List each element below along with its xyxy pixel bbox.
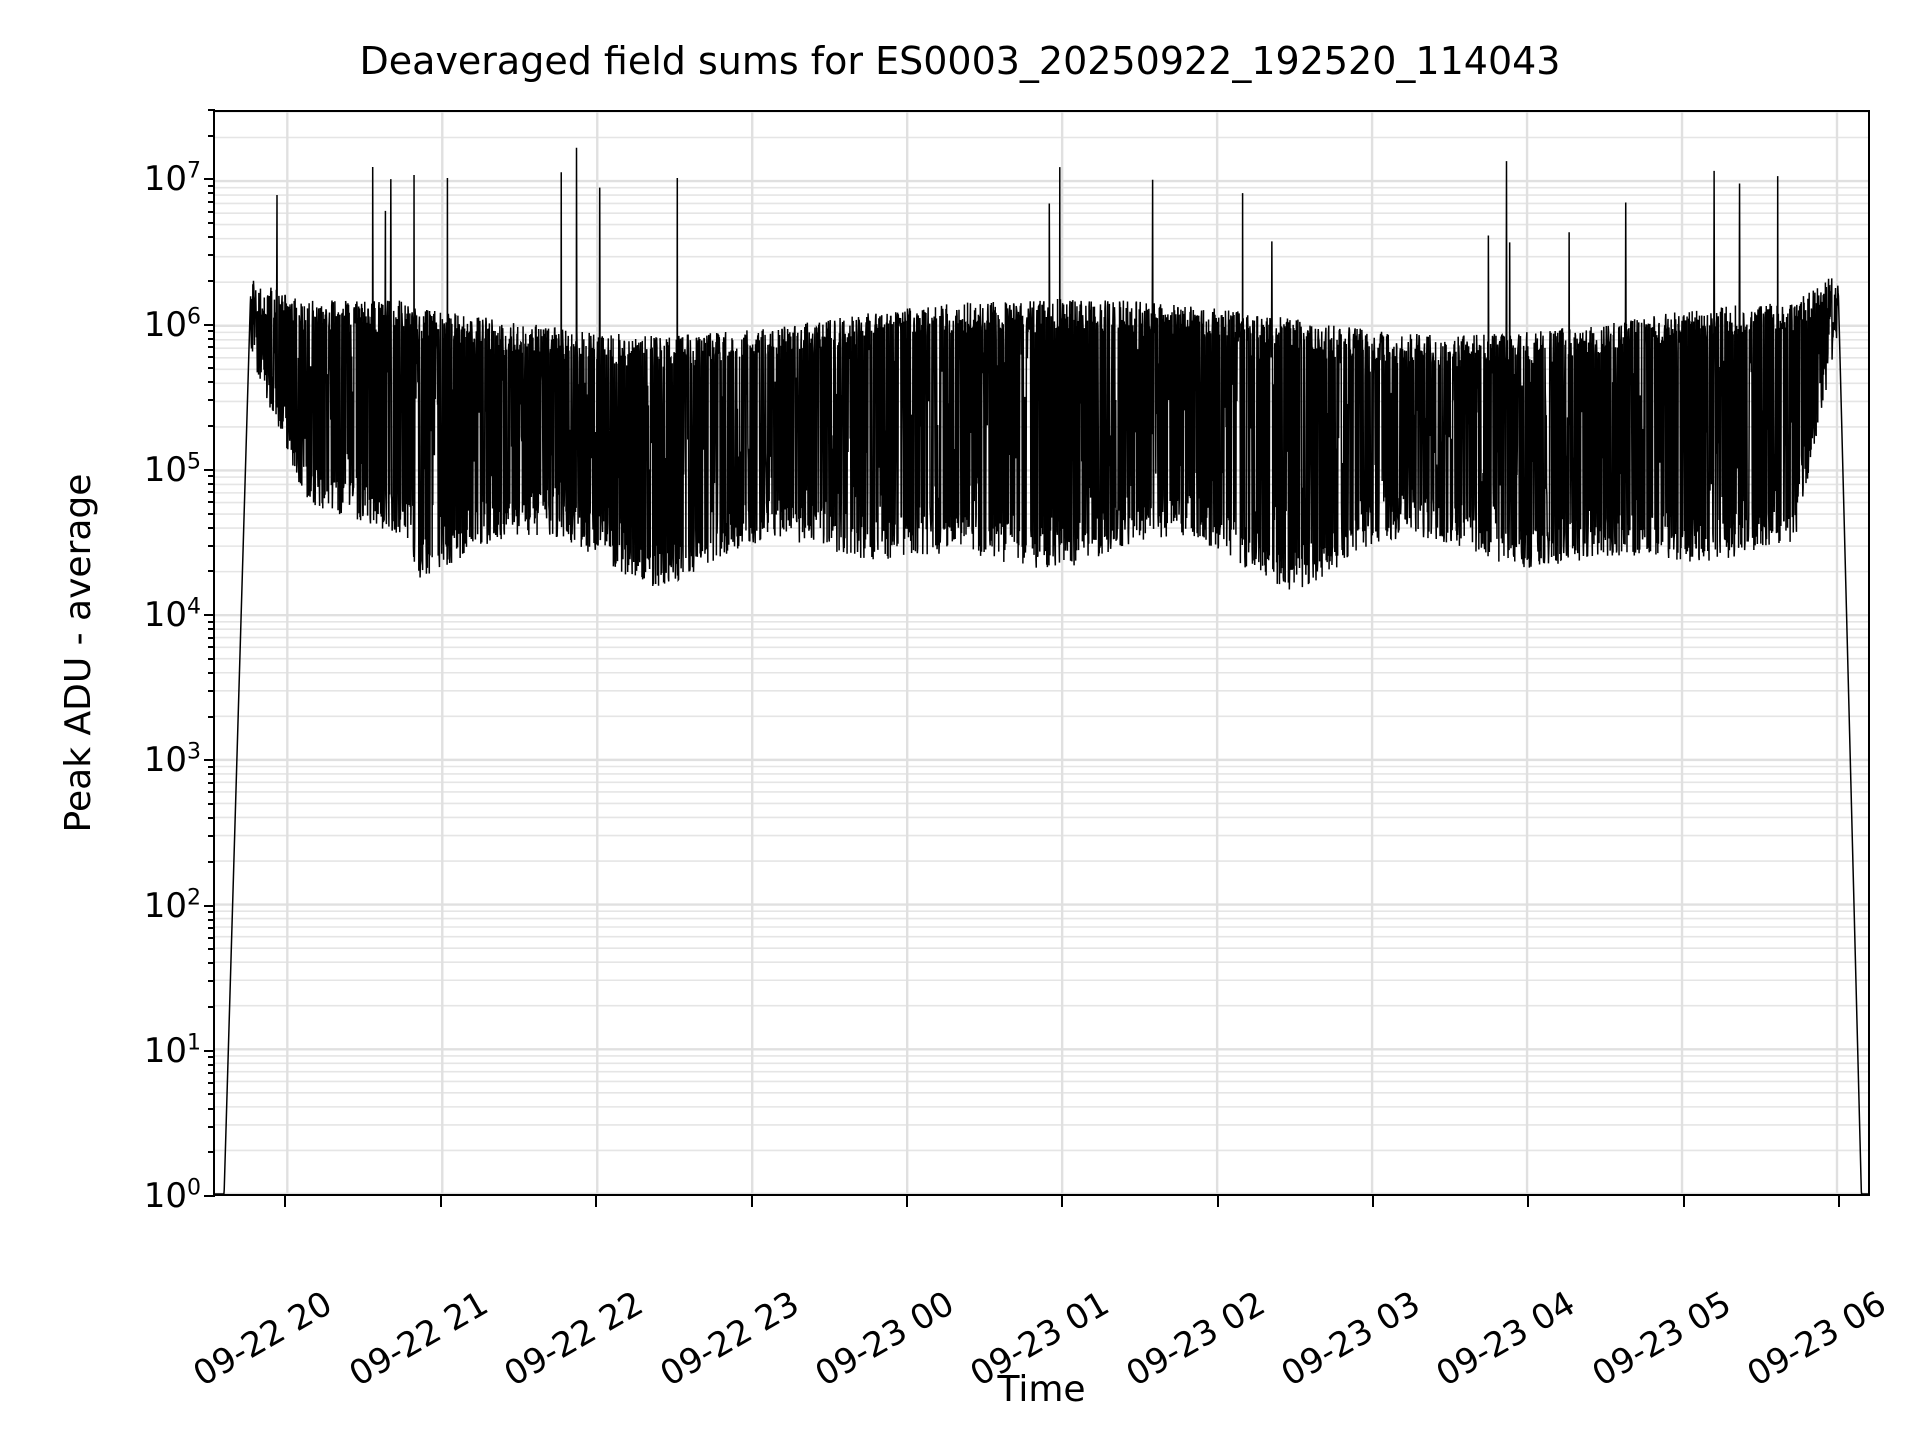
- y-tick-minor: [208, 781, 215, 784]
- y-tick-minor: [208, 689, 215, 692]
- x-tick-mark-1: [439, 1196, 442, 1207]
- page-title: Deaveraged field sums for ES0003_2025092…: [359, 39, 1561, 83]
- x-tick-mark-3: [750, 1196, 753, 1207]
- y-tick-minor: [208, 570, 215, 573]
- x-tick-mark-6: [1216, 1196, 1219, 1207]
- x-tick-mark-10: [1837, 1196, 1840, 1207]
- x-tick-mark-9: [1682, 1196, 1685, 1207]
- y-tick-minor: [208, 773, 215, 776]
- y-tick-minor: [208, 1093, 215, 1096]
- x-axis-label: Time: [997, 1369, 1086, 1410]
- y-tick-minor: [208, 715, 215, 718]
- y-tick-minor: [208, 425, 215, 428]
- y-tick-minor: [208, 200, 215, 203]
- y-tick-minor: [208, 544, 215, 547]
- y-axis-tick-marks: [203, 109, 215, 1197]
- y-tick-minor: [208, 927, 215, 929]
- y-tick-minor: [208, 475, 215, 478]
- y-tick-minor: [208, 1151, 215, 1154]
- y-tick-minor: [208, 765, 215, 768]
- y-tick-label-4: 104: [143, 594, 201, 636]
- y-tick-minor: [208, 918, 215, 921]
- plot-area: [213, 110, 1870, 1196]
- y-tick-minor: [208, 346, 215, 349]
- x-tick-mark-5: [1061, 1196, 1064, 1207]
- y-tick-label-2: 102: [143, 885, 201, 926]
- y-tick-minor: [208, 1063, 215, 1066]
- y-tick-label-3: 103: [143, 739, 201, 781]
- y-tick-minor: [208, 980, 215, 983]
- y-tick-mark-4: [204, 614, 215, 617]
- x-tick-mark-8: [1527, 1196, 1530, 1207]
- y-tick-minor: [208, 936, 215, 939]
- y-tick-mark-7: [204, 178, 215, 181]
- y-tick-minor: [208, 817, 215, 820]
- y-tick-minor: [208, 210, 215, 213]
- y-tick-label-0: 100: [143, 1175, 201, 1216]
- y-tick-label-6: 106: [143, 304, 201, 345]
- y-tick-minor: [208, 399, 215, 402]
- y-tick-minor: [208, 1107, 215, 1110]
- y-tick-minor: [208, 482, 215, 485]
- y-tick-minor: [208, 337, 215, 340]
- y-tick-mark-0: [204, 1195, 215, 1197]
- y-tick-minor: [208, 911, 215, 914]
- y-axis-tick-labels: 100 101 102 103 104 105 106 107: [63, 110, 201, 1213]
- y-tick-minor: [208, 355, 215, 358]
- y-tick-minor: [208, 628, 215, 631]
- y-tick-minor: [208, 526, 215, 529]
- y-tick-minor: [208, 657, 215, 660]
- y-tick-minor: [208, 1072, 215, 1075]
- y-tick-minor: [208, 962, 215, 965]
- y-tick-mark-5: [204, 468, 215, 471]
- y-tick-minor: [208, 134, 215, 137]
- y-tick-minor: [208, 501, 215, 503]
- y-tick-minor: [208, 1081, 215, 1084]
- y-tick-minor: [208, 222, 215, 225]
- y-tick-minor: [208, 860, 215, 863]
- y-tick-minor: [208, 512, 215, 515]
- y-tick-minor: [208, 671, 215, 674]
- y-tick-minor: [208, 192, 215, 195]
- y-tick-minor: [208, 381, 215, 384]
- x-tick-mark-2: [595, 1196, 598, 1207]
- x-tick-mark-0: [284, 1196, 287, 1207]
- y-tick-minor: [208, 1056, 215, 1059]
- x-axis-tick-marks: [213, 1196, 1870, 1208]
- y-tick-mark-6: [204, 323, 215, 326]
- y-tick-mark-2: [204, 904, 215, 907]
- x-tick-mark-4: [905, 1196, 908, 1207]
- y-tick-label-1: 101: [143, 1030, 201, 1071]
- y-tick-mark-3: [204, 759, 215, 762]
- y-tick-minor: [208, 802, 215, 805]
- y-tick-minor: [208, 279, 215, 282]
- x-tick-label-10: 09-23 06: [1740, 1283, 1893, 1395]
- y-tick-minor: [208, 491, 215, 494]
- y-tick-minor: [208, 367, 215, 370]
- y-tick-minor: [208, 184, 215, 187]
- y-tick-minor: [208, 791, 215, 794]
- y-tick-minor: [208, 646, 215, 649]
- y-tick-minor: [208, 254, 215, 257]
- y-tick-minor: [208, 636, 215, 639]
- y-tick-mark-1: [204, 1049, 215, 1052]
- y-tick-minor: [208, 948, 215, 951]
- y-tick-minor: [208, 1006, 215, 1009]
- y-tick-minor: [208, 835, 215, 838]
- x-axis-tick-labels: 09-22 20 09-22 21 09-22 22 09-22 23 09-23 00…: [187, 1208, 1893, 1395]
- y-tick-minor: [208, 620, 215, 623]
- y-tick-minor: [208, 236, 215, 239]
- y-tick-minor: [208, 109, 215, 111]
- data-series-line: [215, 112, 1868, 1194]
- x-tick-mark-7: [1371, 1196, 1374, 1207]
- y-tick-minor: [208, 1125, 215, 1128]
- y-tick-label-7: 107: [143, 158, 201, 200]
- y-tick-label-5: 105: [143, 449, 201, 490]
- y-tick-minor: [208, 330, 215, 333]
